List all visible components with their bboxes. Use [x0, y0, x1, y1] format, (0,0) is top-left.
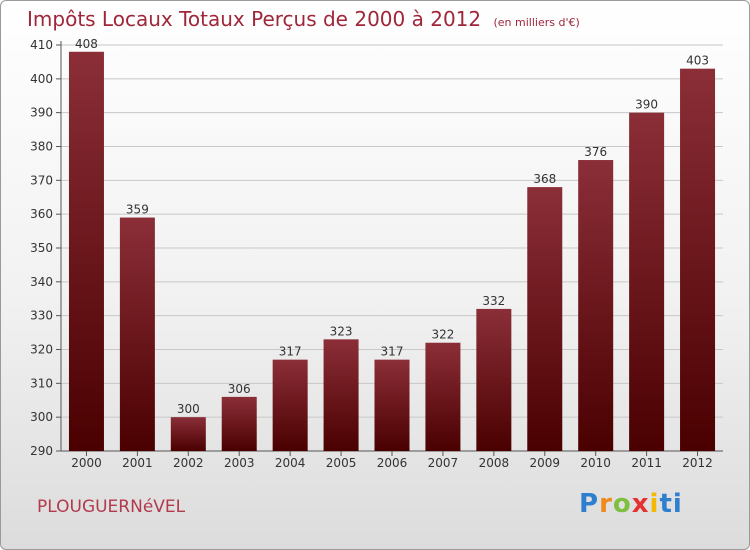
- logo-letter: x: [631, 489, 650, 519]
- bar: [119, 217, 155, 451]
- bar-value-label: 332: [482, 294, 505, 308]
- bar-value-label: 403: [686, 54, 709, 68]
- x-tick-label: 2000: [71, 456, 102, 470]
- bar-value-label: 323: [330, 324, 353, 338]
- logo-letter: r: [599, 489, 613, 519]
- y-tick-label: 320: [30, 343, 53, 357]
- bar: [680, 68, 716, 451]
- bar: [425, 342, 461, 451]
- x-tick-label: 2004: [275, 456, 306, 470]
- y-tick-label: 410: [30, 38, 53, 52]
- x-tick-label: 2005: [326, 456, 357, 470]
- bar: [170, 417, 206, 451]
- y-tick-label: 340: [30, 275, 53, 289]
- logo-letter: P: [579, 489, 600, 519]
- x-tick-label: 2008: [479, 456, 510, 470]
- x-tick-label: 2011: [631, 456, 662, 470]
- bar-value-label: 368: [533, 172, 556, 186]
- bar: [323, 339, 359, 451]
- bar-value-label: 322: [431, 328, 454, 342]
- y-tick-label: 290: [30, 444, 53, 458]
- x-tick-label: 2012: [682, 456, 713, 470]
- bar: [221, 396, 257, 451]
- bar: [476, 308, 512, 451]
- logo-letter: o: [612, 489, 632, 519]
- y-tick-label: 310: [30, 376, 53, 390]
- bar-value-label: 359: [126, 203, 149, 217]
- y-tick-label: 400: [30, 72, 53, 86]
- logo-letter: i: [649, 489, 660, 519]
- bar: [578, 160, 614, 452]
- x-tick-label: 2009: [529, 456, 560, 470]
- x-tick-label: 2010: [580, 456, 611, 470]
- y-tick-label: 390: [30, 106, 53, 120]
- x-tick-label: 2001: [122, 456, 153, 470]
- bar-layer: [68, 51, 716, 452]
- x-tick-label: 2007: [428, 456, 459, 470]
- commune-name: PLOUGUERNéVEL: [37, 497, 186, 517]
- x-tick-label: 2002: [173, 456, 204, 470]
- x-tick-label: 2006: [377, 456, 408, 470]
- bar: [374, 359, 410, 451]
- y-tick-label: 370: [30, 173, 53, 187]
- label-layer: 408 2000 359 2001 300 2002 306 2003 317 2004 323 20…: [71, 37, 713, 470]
- y-tick-label: 380: [30, 140, 53, 154]
- bar: [629, 112, 665, 452]
- y-tick-label: 360: [30, 207, 53, 221]
- bar-value-label: 300: [177, 402, 200, 416]
- bar-value-label: 317: [381, 345, 404, 359]
- chart-title: Impôts Locaux Totaux Perçus de 2000 à 20…: [27, 7, 580, 31]
- y-tick-label: 330: [30, 309, 53, 323]
- chart-title-main: Impôts Locaux Totaux Perçus de 2000 à 20…: [27, 7, 482, 31]
- chart-title-unit: (en milliers d'€): [493, 16, 580, 29]
- bar: [272, 359, 308, 451]
- x-tick-label: 2003: [224, 456, 255, 470]
- bar-value-label: 376: [584, 145, 607, 159]
- y-tick-label: 300: [30, 410, 53, 424]
- axis-layer: 290 300 310 320 330 340 350 360 370 380 390 400 410: [30, 38, 723, 458]
- y-tick-label: 350: [30, 241, 53, 255]
- proxiti-logo: Proxiti: [579, 489, 683, 519]
- bar-value-label: 390: [635, 98, 658, 112]
- bar: [68, 51, 104, 452]
- logo-letter: ti: [659, 489, 683, 519]
- bar: [527, 187, 563, 451]
- bar-value-label: 306: [228, 382, 251, 396]
- bar-value-label: 408: [75, 37, 98, 51]
- bar-value-label: 317: [279, 345, 302, 359]
